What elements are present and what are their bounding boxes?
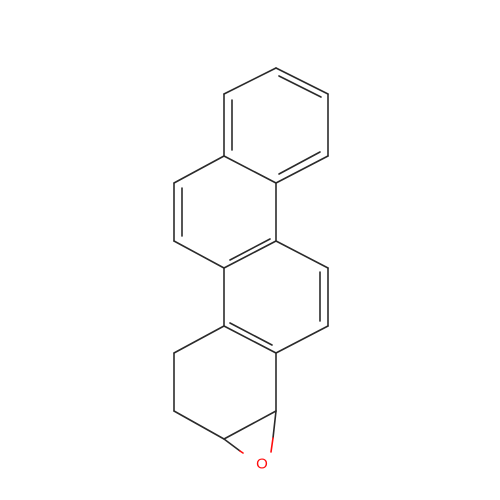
bond	[223, 67, 277, 95]
bond-c-o	[239, 450, 244, 454]
bond	[173, 325, 225, 354]
bond-c-o	[270, 437, 274, 453]
bond	[275, 155, 329, 184]
bond	[275, 240, 329, 269]
bond	[223, 240, 277, 269]
bond-inner	[278, 75, 322, 98]
bond-inner	[278, 151, 321, 175]
bond	[173, 410, 225, 440]
bond	[275, 325, 329, 354]
bond-inner	[229, 322, 273, 346]
bond	[223, 410, 277, 440]
bond	[275, 67, 329, 95]
bond	[223, 325, 277, 354]
bond-c-o	[272, 410, 277, 439]
bond-c-o	[223, 438, 241, 452]
bond	[173, 155, 225, 184]
bond-inner	[229, 238, 271, 261]
bond	[223, 155, 277, 184]
oxygen-atom-label: O	[256, 456, 268, 473]
bond	[173, 240, 225, 269]
